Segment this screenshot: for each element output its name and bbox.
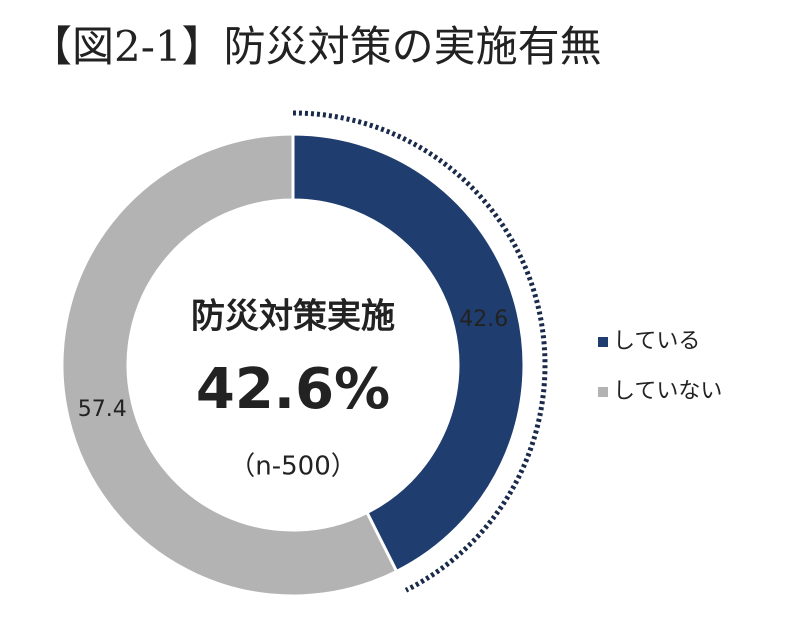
legend-swatch [598,337,608,347]
donut-segment [60,132,399,598]
chart-title: 【図2-1】防災対策の実施有無 [30,22,602,71]
center-label: 防災対策実施 [191,297,395,337]
highlight-arc [292,110,548,593]
legend-swatch [598,387,608,397]
donut-segment [291,132,526,574]
legend-label: している [613,329,700,354]
legend-label: していない [613,379,722,404]
data-label: 42.6 [459,307,508,332]
data-label: 57.4 [78,397,127,422]
sample-size: （n-500） [229,452,357,482]
center-value: 42.6% [196,357,390,422]
